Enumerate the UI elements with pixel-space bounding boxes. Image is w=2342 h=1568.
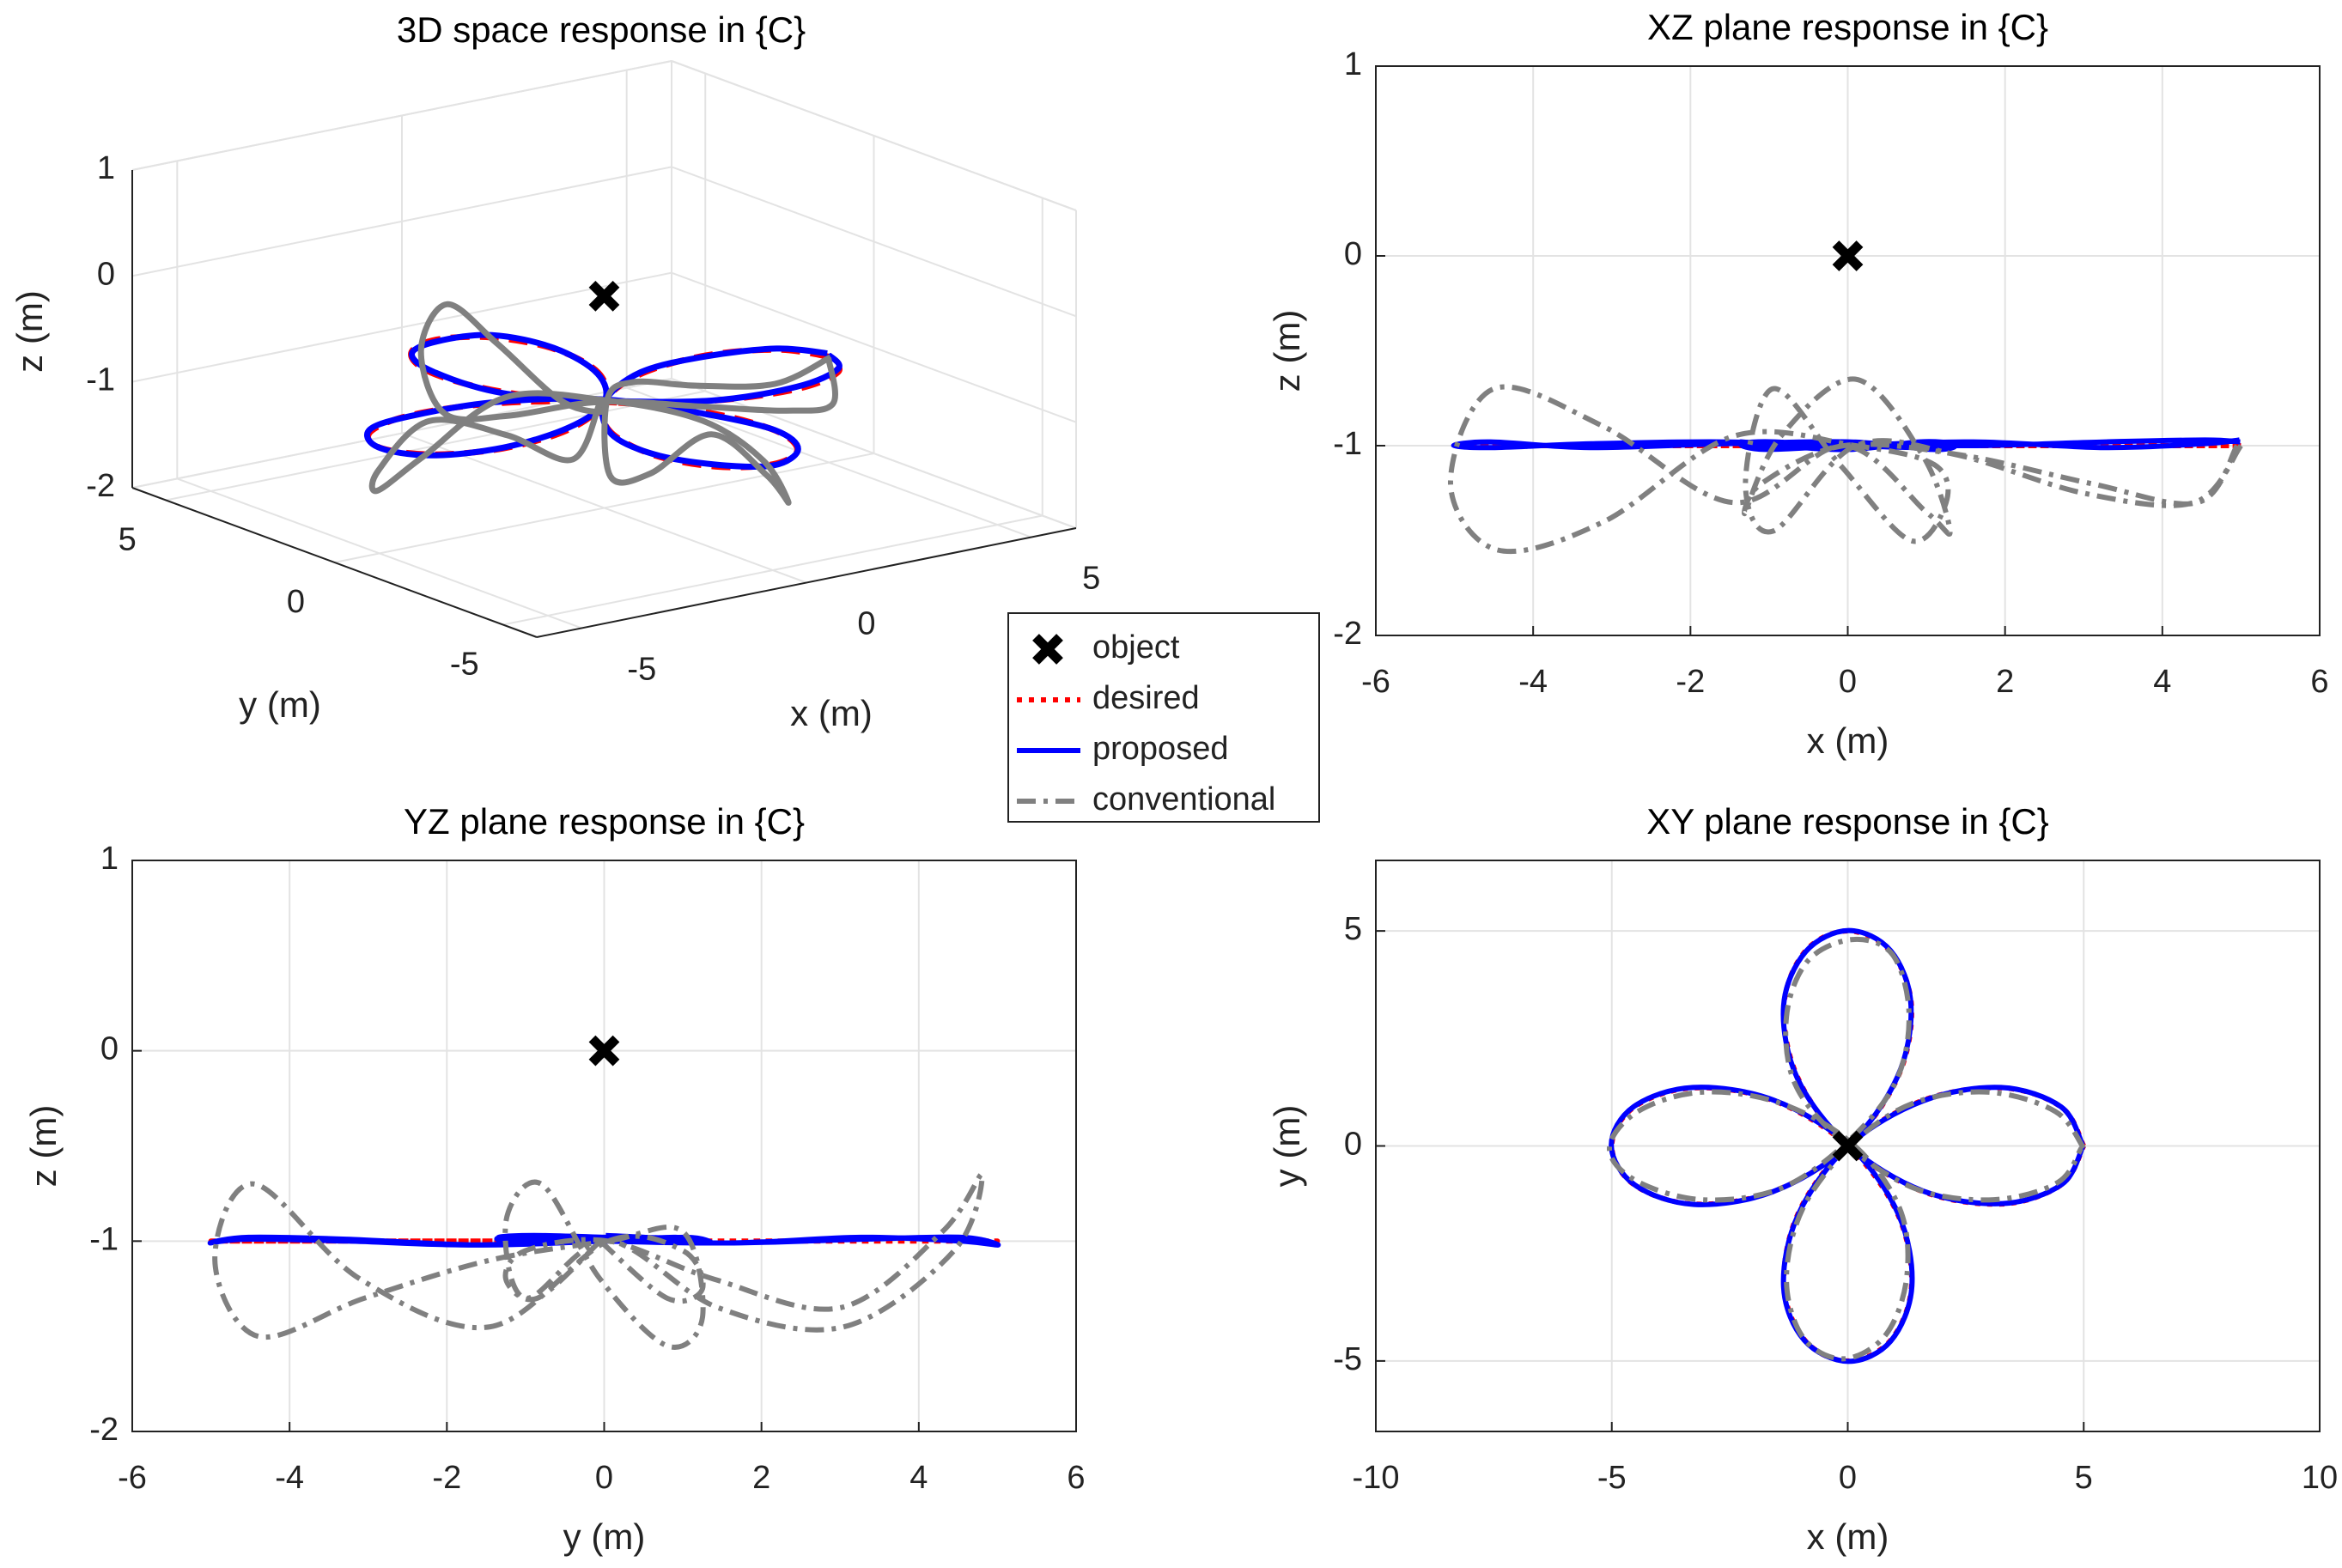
x-axis-label: x (m) [1807,720,1889,761]
y-axis-label: y (m) [1267,1105,1307,1188]
x-tick-label: -6 [1361,664,1390,700]
chart-title: 3D space response in {C} [397,9,806,50]
legend-label: proposed [1092,731,1228,767]
x-tick-label: 10 [2302,1460,2338,1496]
y-tick-label: 0 [1344,1127,1362,1163]
y-tick-label: 1 [100,841,119,877]
series-line [1451,437,2241,453]
z-tick-label: -1 [86,362,115,398]
y-axis-label: y (m) [239,684,321,725]
x-tick-label: 2 [752,1460,770,1496]
x-tick-label: 4 [2153,664,2171,700]
x-tick-label: 4 [909,1460,928,1496]
z-tick-label: 0 [97,256,115,292]
x-tick-label: 0 [857,606,875,642]
series-line [212,1171,985,1350]
chart-title: YZ plane response in {C} [404,801,805,842]
grid-line [671,166,1077,318]
y-tick-label: -1 [1333,426,1362,462]
x-axis-label: x (m) [790,693,873,733]
x-tick-label: -5 [1597,1460,1627,1496]
y-axis-label: z (m) [23,1105,64,1188]
y-axis-label: z (m) [1267,310,1307,392]
x-tick-label: 0 [1839,1460,1857,1496]
axes-box [1375,65,2321,636]
x-tick-label: 2 [1996,664,2014,700]
x-tick-label: -2 [1676,664,1705,700]
legend-label: object [1092,629,1180,665]
y-axis-line [131,487,538,638]
x-tick-label: 0 [1839,664,1857,700]
chart-title: XZ plane response in {C} [1647,7,2048,47]
y-tick-label: 0 [287,584,305,620]
legend-label: desired [1092,680,1200,716]
series-line [364,331,843,470]
y-tick-label: 0 [1344,236,1362,272]
z-tick-label: 1 [97,150,115,186]
x-tick-label: 0 [595,1460,613,1496]
x-tick-label: 5 [2075,1460,2093,1496]
object-marker [588,280,620,312]
axes-box [1375,860,2321,1432]
grid-line [131,60,672,171]
x-tick-label: -2 [432,1460,461,1496]
y-tick-label: 5 [119,522,137,558]
object-marker [1832,1130,1864,1162]
x-tick-label: 6 [2310,664,2328,700]
y-tick-label: -5 [1333,1341,1362,1377]
object-marker [1832,240,1864,271]
y-tick-label: 0 [100,1031,119,1067]
series-line [1607,936,2086,1362]
x-axis-label: x (m) [1807,1516,1889,1557]
grid-line [502,514,1043,626]
axes-box [131,860,1077,1432]
x-tick-label: -6 [118,1460,147,1496]
chart-title: XY plane response in {C} [1646,801,2049,842]
series-line [1447,376,2243,555]
grid-line [671,60,1077,211]
x-tick-label: -4 [1518,664,1548,700]
z-axis-label: z (m) [9,290,50,373]
y-tick-label: -2 [89,1412,119,1448]
grid-line [334,453,874,563]
x-tick-label: 6 [1067,1460,1085,1496]
x-axis-label: y (m) [563,1516,646,1557]
x-tick-label: -5 [627,651,656,687]
y-tick-label: -2 [1333,616,1362,652]
x-tick-label: 5 [1082,561,1100,597]
y-tick-label: -1 [89,1221,119,1257]
x-tick-label: -10 [1353,1460,1400,1496]
grid-line [131,271,672,383]
y-tick-label: -5 [450,647,479,683]
legend-label: conventional [1092,781,1275,817]
object-marker [588,1035,620,1067]
x-axis-line [536,527,1077,638]
grid-line [131,166,672,277]
object-marker [1032,634,1063,665]
series-line [368,301,839,506]
y-tick-label: 5 [1344,911,1362,947]
z-tick-label: -2 [86,468,115,504]
grid-line [671,378,1077,529]
y-tick-label: 1 [1344,46,1362,82]
grid-line [671,271,1077,423]
x-tick-label: -4 [275,1460,304,1496]
legend-box [1007,612,1320,823]
